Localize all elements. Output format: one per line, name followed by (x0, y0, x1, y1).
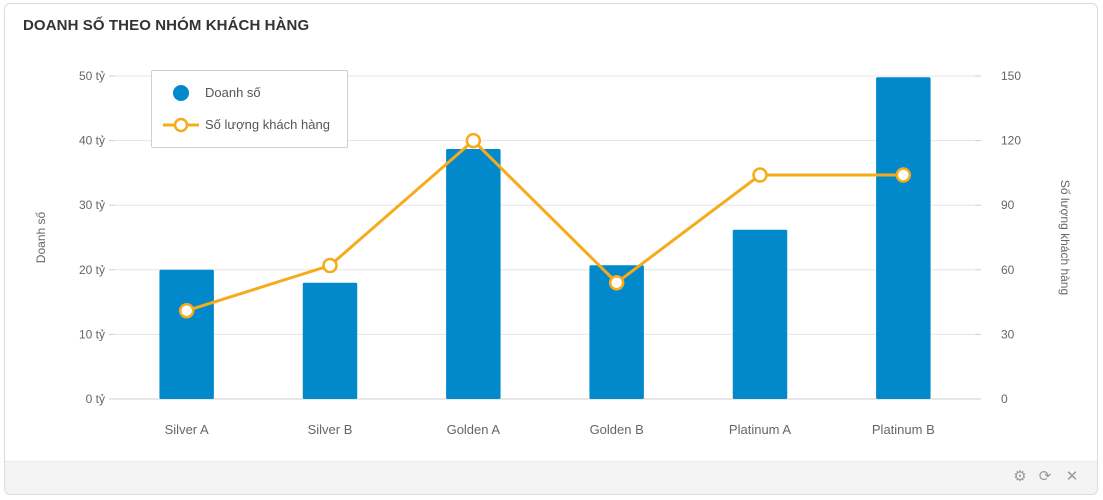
y-left-axis-label: Doanh số (34, 211, 48, 263)
chart-legend: Doanh số Số lượng khách hàng (151, 70, 348, 148)
bar (732, 229, 788, 399)
legend-item-customers[interactable]: Số lượng khách hàng (152, 113, 347, 137)
line-point (178, 302, 195, 319)
bar (589, 265, 644, 399)
close-icon[interactable]: ✕ (1065, 468, 1079, 485)
y-right-tick-label: 150 (1001, 69, 1021, 83)
x-tick-label: Platinum B (872, 422, 935, 437)
line-point (752, 167, 768, 183)
y-right-tick-label: 30 (1001, 327, 1015, 341)
panel-title: DOANH SỐ THEO NHÓM KHÁCH HÀNG (23, 17, 310, 34)
gear-icon[interactable]: ⚙ (1013, 468, 1027, 485)
y-right-tick-label: 90 (1001, 198, 1015, 212)
y-right-tick-label: 60 (1001, 263, 1015, 277)
bar (159, 269, 214, 399)
line-point (608, 274, 625, 291)
y-left-tick-label: 50 tỷ (79, 69, 105, 83)
y-left-tick-label: 10 tỷ (79, 327, 105, 341)
series-line (186, 139, 904, 313)
bar (302, 282, 358, 399)
x-tick-label: Golden B (590, 422, 644, 437)
chart-panel: DOANH SỐ THEO NHÓM KHÁCH HÀNG 0 tỷ 0 10 tỷ… (4, 3, 1098, 495)
legend-label-revenue: Doanh số (205, 85, 261, 100)
x-tick-label: Silver A (165, 422, 209, 437)
legend-label-customers: Số lượng khách hàng (205, 117, 330, 132)
legend-bar-marker (173, 85, 189, 101)
x-tick-label: Silver B (308, 422, 353, 437)
refresh-icon[interactable]: ⟳ (1038, 468, 1052, 485)
line-point (895, 167, 912, 183)
y-right-axis-label: Số lượng khách hàng (1058, 180, 1072, 295)
bar (876, 77, 931, 400)
combo-chart: 0 tỷ 0 10 tỷ 30 20 tỷ 60 30 tỷ 90 40 tỷ 120 50 tỷ 1… (34, 69, 1072, 437)
legend-line-marker (163, 117, 199, 133)
y-left-tick-label: 0 tỷ (86, 392, 105, 406)
y-left-tick-label: 30 tỷ (79, 198, 105, 212)
x-tick-label: Golden A (447, 422, 501, 437)
y-right-tick-label: 0 (1001, 392, 1008, 406)
y-left-tick-label: 40 tỷ (79, 134, 105, 148)
legend-item-revenue[interactable]: Doanh số (152, 81, 347, 105)
line-point (465, 132, 482, 149)
panel-footer: ⚙ ⟳ ✕ (5, 461, 1097, 494)
line-point (322, 257, 338, 274)
y-left-tick-label: 20 tỷ (79, 263, 105, 277)
bar (446, 148, 501, 399)
x-tick-label: Platinum A (729, 422, 791, 437)
y-right-tick-label: 120 (1001, 134, 1021, 148)
